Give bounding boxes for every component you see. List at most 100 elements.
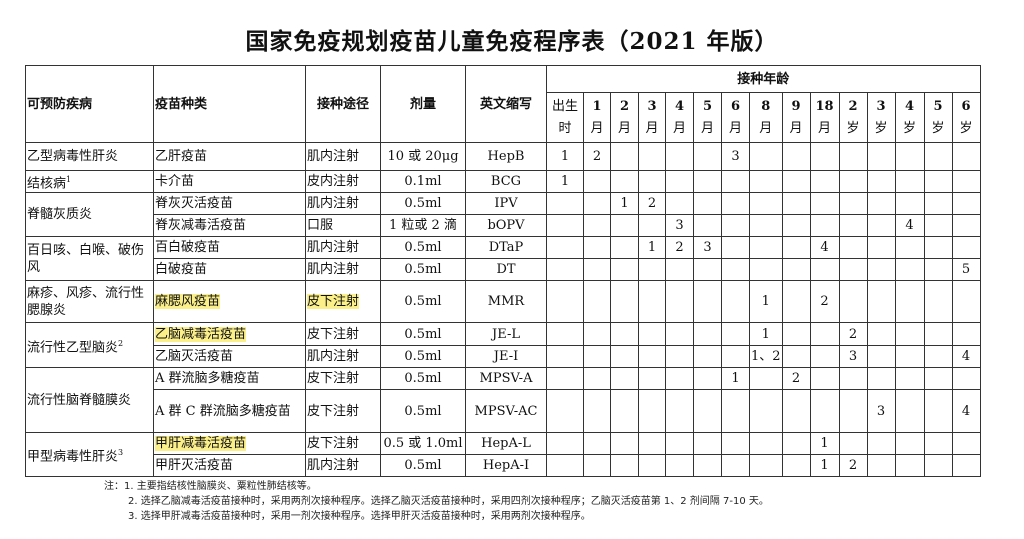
route-cell: 肌内注射 <box>305 142 381 171</box>
dose-number-cell <box>809 214 840 238</box>
age-value: 6 <box>961 98 971 114</box>
age-unit: 时 <box>558 120 572 136</box>
dose-number-cell <box>951 169 981 194</box>
dose-number-cell <box>665 169 694 194</box>
route-text: 皮下注射 <box>307 371 360 387</box>
dose-number-cell <box>638 258 666 282</box>
dose-number-cell <box>583 258 611 282</box>
dose-number-cell <box>693 345 722 369</box>
vaccine-cell: 麻腮风疫苗 <box>153 280 306 324</box>
dose-number-cell: 1 <box>546 142 584 171</box>
dose-number-cell <box>781 214 811 238</box>
dose-number-cell <box>866 345 896 369</box>
abbr-cell: HepA-L <box>465 432 547 456</box>
footnote-marker: 1 <box>66 175 72 184</box>
abbr-cell: BCG <box>465 169 547 194</box>
dose-number-cell <box>583 367 611 391</box>
vaccine-cell: 甲肝减毒活疫苗 <box>153 432 306 456</box>
disease-cell: 脊髓灰质炎 <box>25 192 154 238</box>
dose-number-cell <box>665 345 694 369</box>
age-value: 3 <box>647 98 657 114</box>
dose-number-cell <box>809 142 840 171</box>
abbr-text: IPV <box>494 196 518 212</box>
table-row: 脊灰减毒活疫苗 口服 1 粒或 2 滴 bOPV 3 4 <box>26 214 981 238</box>
disease-cell: 麻疹、风疹、流行性腮腺炎 <box>25 280 154 324</box>
dose-number-cell <box>809 169 840 194</box>
dose-number-cell <box>838 389 868 434</box>
dose-number-cell <box>894 432 925 456</box>
age-unit: 月 <box>728 120 742 136</box>
dose-number-cell <box>781 389 811 434</box>
dose-number-cell <box>838 432 868 456</box>
age-unit: 月 <box>645 120 659 136</box>
route-text: 皮下注射 <box>307 436 360 452</box>
dose-cell: 0.5ml <box>380 192 466 216</box>
route-cell: 皮下注射 <box>305 322 381 347</box>
dose-number-cell <box>638 345 666 369</box>
route-text: 肌内注射 <box>307 240 360 256</box>
abbr-text: DTaP <box>488 240 524 256</box>
note-text: 3. 选择甲肝减毒活疫苗接种时，采用一剂次接种程序。选择甲肝灭活疫苗接种时，采用… <box>128 511 591 523</box>
dose-text: 0.5ml <box>404 326 442 342</box>
dose-number-cell <box>866 192 896 216</box>
dose-number-cell <box>693 432 722 456</box>
dose-number-cell <box>749 389 783 434</box>
dose-number-cell <box>693 142 722 171</box>
disease-name: 脊髓灰质炎 <box>27 207 93 223</box>
dose-number-cell <box>721 322 750 347</box>
dose-number-cell <box>721 169 750 194</box>
dose-number-cell <box>866 367 896 391</box>
dose-number-cell <box>665 367 694 391</box>
disease-cell: 乙型病毒性肝炎 <box>25 142 154 171</box>
dose-number-cell: 3 <box>665 214 694 238</box>
dose-number-cell <box>721 236 750 260</box>
header-dose: 剂量 <box>380 65 466 143</box>
dose-number-cell: 1 <box>809 454 840 478</box>
abbr-text: MPSV-AC <box>474 403 538 419</box>
vaccine-text: A 群 C 群流脑多糖疫苗 <box>155 403 291 419</box>
dose-number-cell <box>894 280 925 324</box>
age-unit: 岁 <box>874 120 888 136</box>
route-cell: 肌内注射 <box>305 345 381 369</box>
age-unit: 岁 <box>959 120 973 136</box>
dose-number-cell <box>838 236 868 260</box>
disease-cell: 结核病1 <box>25 169 154 194</box>
dose-number-cell <box>894 322 925 347</box>
vaccine-text: 白破疫苗 <box>155 262 208 278</box>
note-3: 3. 选择甲肝减毒活疫苗接种时，采用一剂次接种程序。选择甲肝灭活疫苗接种时，采用… <box>104 509 985 524</box>
abbr-cell: HepA-I <box>465 454 547 478</box>
header-row: 可预防疾病 疫苗种类 接种途径 剂量 英文缩写 接种年龄 <box>25 65 981 143</box>
table-row: 甲肝灭活疫苗 肌内注射 0.5ml HepA-I 1 2 <box>26 454 981 478</box>
dose-cell: 0.5 或 1.0ml <box>380 432 466 456</box>
dose-text: 0.5ml <box>404 196 442 212</box>
disease-name: 流行性脑脊髓膜炎 <box>27 392 132 408</box>
dose-number-cell <box>546 192 584 216</box>
dose-number-cell <box>749 367 783 391</box>
dose-number-cell <box>866 258 896 282</box>
dose-number-cell <box>951 367 981 391</box>
vaccine-text: 脊灰减毒活疫苗 <box>155 218 247 234</box>
dose-number-cell <box>583 432 611 456</box>
dose-number-cell <box>583 389 611 434</box>
dose-number-cell <box>693 389 722 434</box>
note-2: 2. 选择乙脑减毒活疫苗接种时，采用两剂次接种程序。选择乙脑灭活疫苗接种时，采用… <box>104 494 985 509</box>
dose-number-cell: 2 <box>781 367 811 391</box>
footnote-marker: 3 <box>118 448 124 458</box>
route-text: 肌内注射 <box>307 149 360 164</box>
dose-number-cell <box>693 214 722 238</box>
vaccine-cell: 卡介苗 <box>153 169 306 194</box>
dose-number-cell <box>923 258 953 282</box>
dose-number-cell <box>721 214 750 238</box>
age-value: 9 <box>791 98 801 114</box>
dose-number-cell <box>749 169 783 194</box>
route-cell: 皮下注射 <box>305 432 381 456</box>
route-cell: 皮下注射 <box>305 367 381 391</box>
vaccine-cell: 脊灰减毒活疫苗 <box>153 214 306 238</box>
abbr-text: HepB <box>487 149 525 164</box>
dose-cell: 0.5ml <box>380 258 466 282</box>
age-unit: 岁 <box>903 120 917 136</box>
route-cell: 皮下注射 <box>305 389 381 434</box>
